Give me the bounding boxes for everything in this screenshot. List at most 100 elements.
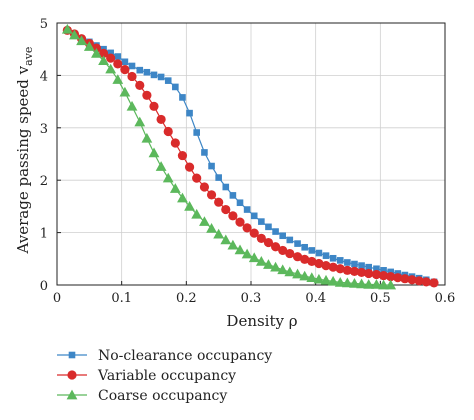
data-point <box>307 256 317 267</box>
data-point <box>155 161 167 171</box>
data-point <box>208 162 215 170</box>
data-point <box>263 259 274 269</box>
data-point <box>126 100 138 111</box>
data-point <box>373 265 380 273</box>
data-point <box>128 62 136 70</box>
legend-item: No-clearance occupancy <box>57 348 272 364</box>
series <box>61 23 439 290</box>
data-point <box>334 276 346 287</box>
data-point <box>164 77 172 84</box>
data-point <box>69 29 80 40</box>
data-point <box>206 190 217 200</box>
data-point <box>371 279 382 289</box>
data-point <box>320 274 332 285</box>
data-point <box>192 173 202 183</box>
data-point <box>286 236 294 244</box>
data-point <box>222 183 230 191</box>
data-point <box>120 65 130 75</box>
data-point <box>221 204 231 215</box>
data-point <box>365 263 372 271</box>
data-point <box>150 71 158 79</box>
data-point <box>213 228 225 239</box>
data-point <box>206 223 217 233</box>
data-point <box>229 192 237 199</box>
y-tick-label: 0 <box>40 279 48 294</box>
data-point <box>265 223 272 231</box>
data-point <box>256 233 266 243</box>
legend-label: No-clearance occupancy <box>98 348 272 364</box>
data-point <box>201 149 208 156</box>
data-point <box>98 55 109 66</box>
data-point <box>236 199 244 207</box>
data-point <box>380 267 387 274</box>
data-point <box>199 216 210 226</box>
data-point <box>315 249 323 257</box>
data-point <box>106 53 116 63</box>
data-point <box>169 183 181 193</box>
data-point <box>214 197 224 207</box>
data-point <box>179 94 186 101</box>
data-point <box>184 162 195 172</box>
x-tick-label: 0.3 <box>241 291 262 306</box>
data-point <box>162 172 174 183</box>
data-point <box>186 109 193 117</box>
data-point <box>301 243 308 251</box>
data-point <box>136 66 144 74</box>
data-point <box>272 228 279 235</box>
data-point <box>300 254 310 264</box>
data-point <box>341 277 353 288</box>
data-point <box>112 74 124 84</box>
data-point <box>199 182 210 192</box>
data-point <box>292 252 303 262</box>
data-point <box>371 269 382 280</box>
data-point <box>342 265 352 275</box>
data-point <box>248 252 260 263</box>
series-triangle <box>61 23 397 290</box>
data-point <box>322 252 330 259</box>
legend-marker <box>67 370 77 380</box>
y-tick-label: 3 <box>40 122 48 137</box>
data-point <box>142 90 152 100</box>
y-axis-label-main: Average passing speed v <box>14 65 32 254</box>
data-point <box>148 147 160 158</box>
data-point <box>163 126 173 137</box>
y-axis-label-subscript: ave <box>22 47 35 66</box>
data-point <box>113 59 123 69</box>
legend-item: Variable occupancy <box>57 368 236 384</box>
data-point <box>387 268 394 276</box>
data-point <box>157 73 165 81</box>
data-point <box>292 268 303 279</box>
data-point <box>156 114 166 125</box>
axis-ticks: 0 0.1 0.2 0.3 0.4 0.5 0.6 0 1 2 3 4 5 <box>40 17 456 306</box>
data-point <box>76 35 87 46</box>
data-point <box>378 279 389 290</box>
data-point <box>227 239 239 250</box>
data-point <box>243 206 251 213</box>
data-point <box>328 262 338 272</box>
y-axis-label: Average passing speed vave <box>14 47 35 255</box>
data-point <box>258 218 265 225</box>
data-point <box>105 63 117 74</box>
data-point <box>172 83 179 91</box>
data-point <box>306 272 318 282</box>
data-point <box>356 267 367 278</box>
data-point <box>385 279 397 290</box>
data-point <box>241 248 253 259</box>
data-point <box>242 223 252 233</box>
data-point <box>119 86 131 97</box>
data-point <box>121 58 129 66</box>
data-point <box>193 129 200 136</box>
data-point <box>386 272 396 282</box>
data-point <box>177 192 188 203</box>
data-point <box>378 270 389 281</box>
data-point <box>278 245 288 256</box>
data-point <box>349 278 360 288</box>
data-point <box>263 237 274 248</box>
data-point <box>314 258 324 269</box>
data-point <box>255 256 267 266</box>
legend-marker <box>66 389 78 400</box>
legend-item: Coarse occupancy <box>57 388 227 404</box>
data-point <box>215 174 222 181</box>
x-tick-label: 0.4 <box>305 291 326 306</box>
